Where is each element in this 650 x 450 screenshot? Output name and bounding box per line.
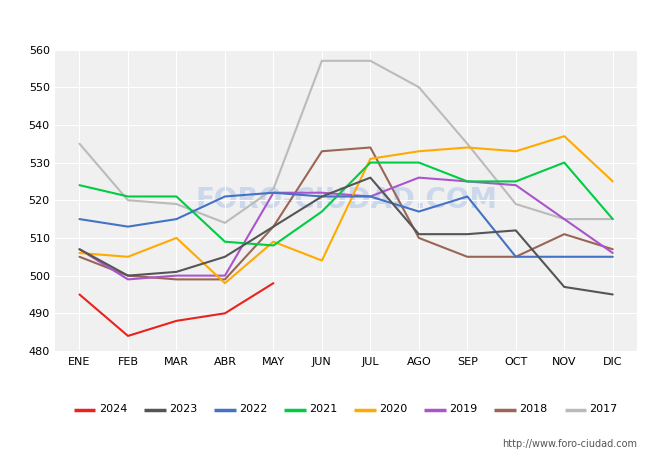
Text: 2022: 2022	[239, 405, 268, 414]
Text: 2018: 2018	[519, 405, 548, 414]
Text: http://www.foro-ciudad.com: http://www.foro-ciudad.com	[502, 439, 637, 449]
Text: FORO-CIUDAD.COM: FORO-CIUDAD.COM	[195, 186, 497, 214]
Text: 2020: 2020	[380, 405, 408, 414]
Text: 2021: 2021	[309, 405, 337, 414]
Text: 2017: 2017	[590, 405, 618, 414]
Text: 2023: 2023	[169, 405, 198, 414]
Text: Afiliados en Agolada a 31/5/2024: Afiliados en Agolada a 31/5/2024	[176, 11, 474, 29]
Text: 2019: 2019	[449, 405, 478, 414]
Text: 2024: 2024	[99, 405, 127, 414]
